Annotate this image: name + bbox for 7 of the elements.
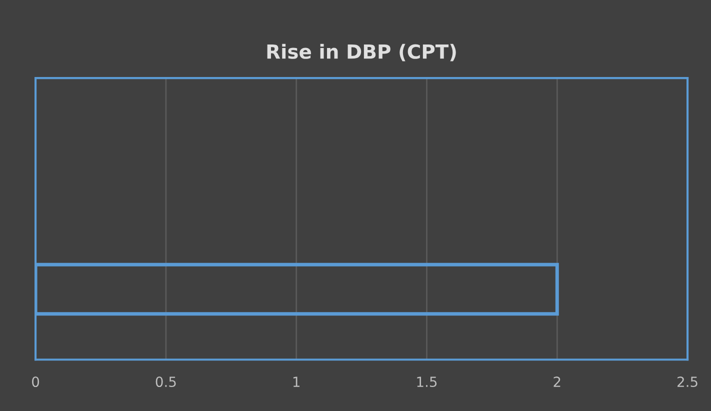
x-tick-label: 1.5	[417, 376, 437, 388]
chart-title: Rise in DBP (CPT)	[267, 44, 456, 62]
x-tick-label: 1	[293, 376, 300, 387]
x-tick-label: 2	[554, 376, 560, 387]
x-tick-label: 0	[32, 376, 40, 388]
x-tick-label: 2.5	[678, 376, 698, 388]
x-tick-label: 0.5	[156, 376, 176, 388]
